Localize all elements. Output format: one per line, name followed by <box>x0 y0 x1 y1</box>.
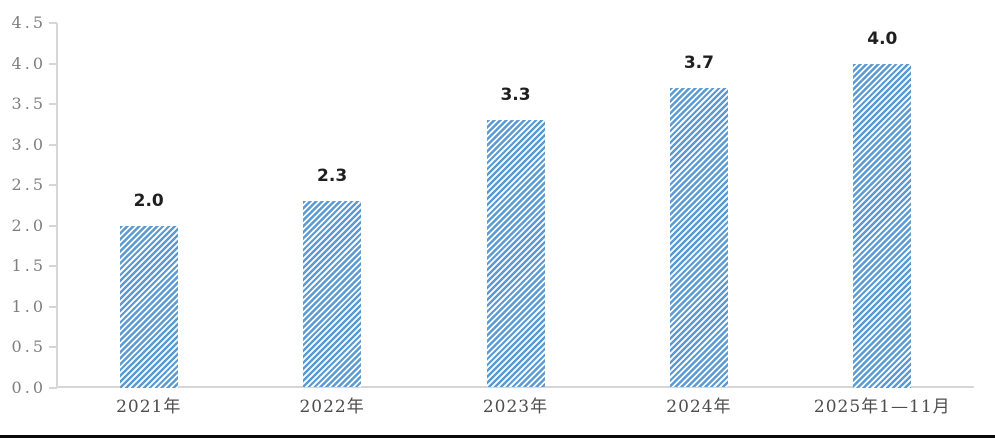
bar <box>853 63 912 388</box>
y-axis-tick <box>49 143 57 146</box>
y-tick-label: 1.5 <box>11 256 46 275</box>
bar-value-label: 2.0 <box>133 190 164 211</box>
x-tick-label: 2025年1—11月 <box>813 397 951 417</box>
y-tick-label: 3.0 <box>11 134 46 154</box>
bar <box>669 87 728 388</box>
bar-value-label: 4.0 <box>867 28 898 49</box>
bottom-border-rule <box>0 435 995 438</box>
y-axis-tick <box>49 265 57 267</box>
y-axis-tick <box>49 184 57 186</box>
y-tick-label: 1.0 <box>11 296 46 316</box>
y-axis-tick <box>49 386 57 389</box>
y-axis-tick <box>49 103 57 105</box>
y-tick-label: 4.5 <box>11 13 46 32</box>
bar <box>119 225 178 388</box>
y-tick-label: 3.5 <box>11 94 46 113</box>
y-axis-tick <box>49 62 57 65</box>
y-tick-label: 0.5 <box>11 337 46 356</box>
bar-value-label: 2.3 <box>317 166 348 187</box>
y-tick-label: 0.0 <box>11 377 46 397</box>
y-tick-label: 4.0 <box>11 53 46 73</box>
bar-value-label: 3.3 <box>500 85 531 106</box>
y-axis-tick <box>49 305 57 308</box>
y-axis-tick <box>49 224 57 227</box>
y-axis-tick <box>49 346 57 348</box>
x-tick-label: 2022年 <box>299 397 365 417</box>
x-tick-label: 2023年 <box>482 397 549 417</box>
bar <box>486 120 545 388</box>
bar-value-label: 3.7 <box>683 52 714 73</box>
y-tick-label: 2.0 <box>11 215 46 235</box>
x-tick-label: 2024年 <box>666 397 732 417</box>
y-axis-tick <box>49 22 57 24</box>
y-tick-label: 2.5 <box>11 175 46 194</box>
y-axis-line <box>56 23 58 388</box>
x-tick-label: 2021年 <box>116 397 182 417</box>
bar <box>303 201 362 388</box>
